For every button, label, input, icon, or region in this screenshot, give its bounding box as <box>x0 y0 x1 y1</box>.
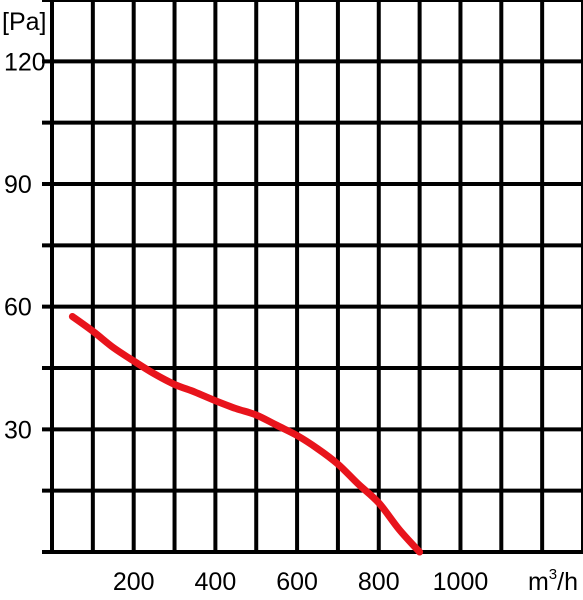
series-curves <box>68 313 424 556</box>
x-axis-unit-label: m3/h <box>528 566 578 596</box>
x-axis-unit-suffix: /h <box>557 568 578 596</box>
y-tick-labels: 30 60 90 120 <box>4 48 46 444</box>
x-tick-label: 200 <box>113 568 155 596</box>
grid-lines <box>42 0 583 554</box>
series-line <box>68 313 424 556</box>
y-tick-label: 30 <box>4 416 32 444</box>
x-tick-label: 800 <box>358 568 400 596</box>
y-tick-label: 120 <box>4 48 46 76</box>
x-tick-label: 1000 <box>433 568 489 596</box>
y-tick-label: 60 <box>4 294 32 322</box>
x-tick-label: 400 <box>195 568 237 596</box>
x-axis-unit-superscript: 3 <box>549 566 557 583</box>
y-axis-unit-label: [Pa] <box>2 8 46 36</box>
x-tick-label: 600 <box>276 568 318 596</box>
y-tick-label: 90 <box>4 171 32 199</box>
x-tick-labels: 200 400 600 800 1000 <box>113 568 488 596</box>
